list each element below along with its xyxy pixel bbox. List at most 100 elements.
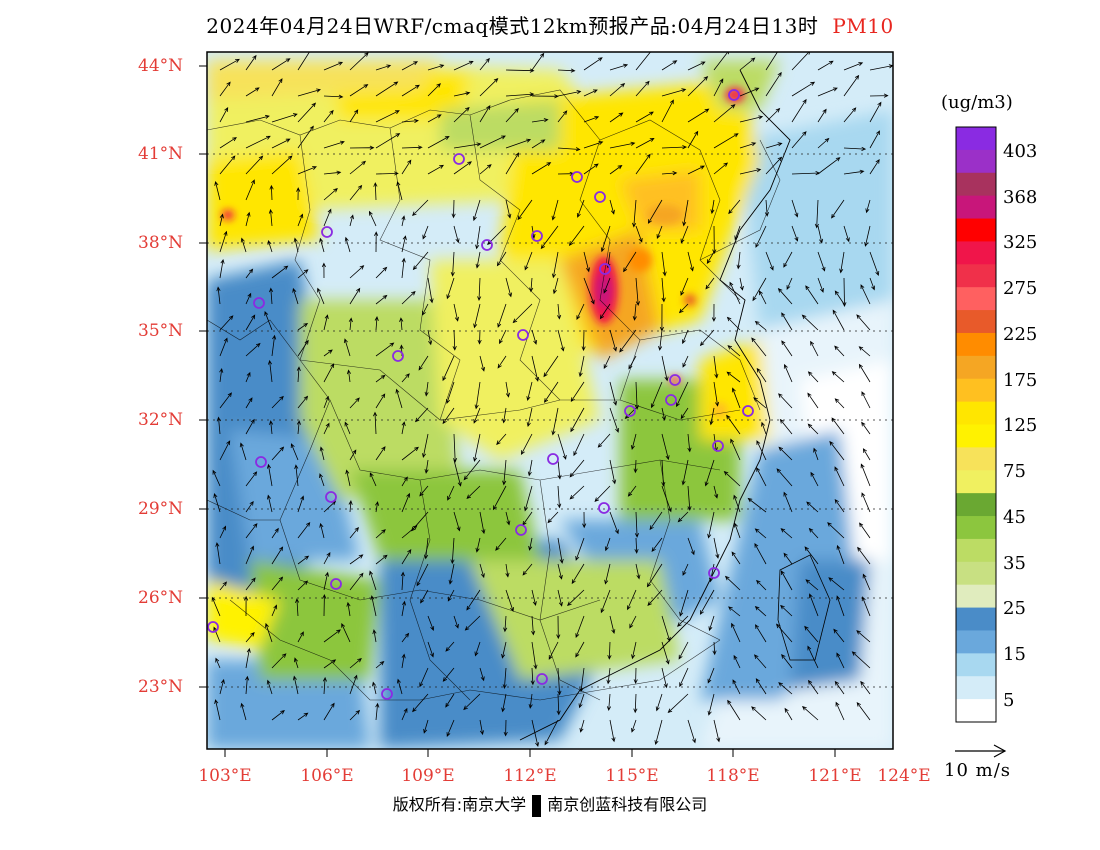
wind-arrow-icon bbox=[375, 702, 380, 721]
wind-arrow-icon bbox=[473, 303, 481, 329]
colorbar-band bbox=[956, 653, 996, 677]
wind-arrow-icon bbox=[479, 355, 485, 372]
wind-arrow-icon bbox=[420, 589, 429, 604]
wind-arrow-icon bbox=[578, 693, 585, 709]
wind-arrow-icon bbox=[375, 393, 386, 409]
wind-arrow-icon bbox=[373, 411, 378, 435]
wind-arrow-icon bbox=[661, 145, 688, 150]
wind-arrow-icon bbox=[552, 277, 559, 295]
wind-arrow-icon bbox=[599, 303, 611, 320]
wind-arrow-icon bbox=[451, 199, 456, 219]
wind-arrow-icon bbox=[245, 418, 255, 435]
wind-arrow-icon bbox=[727, 345, 741, 357]
wind-arrow-icon bbox=[296, 366, 301, 383]
colorbar-band bbox=[956, 470, 996, 494]
station-marker bbox=[481, 239, 493, 251]
wind-arrow-icon bbox=[704, 459, 715, 487]
copyright-right: 南京创蓝科技有限公司 bbox=[547, 795, 708, 814]
wind-arrow-icon bbox=[756, 440, 767, 461]
wind-arrow-icon bbox=[627, 589, 637, 611]
wind-arrow-icon bbox=[569, 459, 585, 478]
lon-label-115e: 115°E bbox=[605, 766, 659, 786]
lat-label-38n: 38°N bbox=[138, 233, 184, 253]
wind-arrow-icon bbox=[473, 433, 481, 463]
wind-arrow-icon bbox=[650, 381, 663, 409]
wind-arrow-icon bbox=[739, 87, 760, 97]
colorbar-label-175: 175 bbox=[1003, 370, 1038, 391]
wind-arrow-icon bbox=[512, 303, 533, 324]
wind-arrow-icon bbox=[609, 719, 616, 743]
wind-arrow-icon bbox=[265, 622, 273, 643]
colorbar-band bbox=[956, 699, 996, 723]
wind-arrow-icon bbox=[445, 641, 455, 652]
wind-arrow-icon bbox=[517, 199, 533, 221]
wind-arrow-icon bbox=[245, 155, 264, 175]
wind-arrow-icon bbox=[419, 485, 429, 497]
wind-arrow-icon bbox=[609, 459, 617, 485]
wind-arrow-icon bbox=[739, 168, 762, 175]
wind-arrow-icon bbox=[557, 667, 562, 696]
wind-arrow-icon bbox=[424, 459, 429, 474]
wind-arrow-icon bbox=[427, 164, 445, 175]
wind-arrow-icon bbox=[375, 133, 401, 149]
wind-arrow-icon bbox=[269, 287, 274, 305]
wind-arrow-icon bbox=[215, 542, 221, 565]
wind-arrow-icon bbox=[804, 625, 819, 643]
wind-vectors bbox=[211, 52, 893, 748]
wind-arrow-icon bbox=[723, 470, 741, 487]
wind-arrow-icon bbox=[370, 595, 377, 617]
wind-arrow-icon bbox=[501, 641, 507, 659]
wind-arrow-icon bbox=[479, 511, 486, 535]
wind-arrow-icon bbox=[346, 601, 351, 617]
wind-arrow-icon bbox=[348, 500, 353, 513]
wind-arrow-icon bbox=[349, 214, 354, 227]
wind-arrow-icon bbox=[571, 563, 585, 585]
wind-arrow-icon bbox=[583, 89, 598, 97]
station-marker bbox=[255, 456, 267, 468]
wind-arrow-icon bbox=[687, 485, 692, 511]
wind-arrow-icon bbox=[271, 58, 291, 71]
wind-arrow-icon bbox=[245, 397, 253, 409]
wind-arrow-icon bbox=[219, 155, 236, 175]
wind-arrow-icon bbox=[219, 337, 228, 357]
map-title: 2024年04月24日WRF/cmaq模式12km预报产品:04月24日13时 P… bbox=[0, 10, 1100, 39]
wind-arrow-icon bbox=[531, 641, 538, 670]
wind-arrow-icon bbox=[448, 563, 455, 585]
axis-ticks bbox=[199, 65, 836, 757]
wind-arrow-icon bbox=[609, 381, 618, 406]
wind-arrow-icon bbox=[557, 68, 576, 73]
lat-label-23n: 23°N bbox=[138, 677, 184, 697]
wind-arrow-icon bbox=[779, 418, 793, 435]
wind-arrow-icon bbox=[268, 208, 273, 227]
wind-arrow-icon bbox=[839, 251, 845, 274]
wind-arrow-icon bbox=[297, 580, 309, 591]
wind-arrow-icon bbox=[581, 329, 586, 352]
wind-arrow-icon bbox=[495, 537, 507, 551]
colorbar-band bbox=[956, 172, 996, 197]
wind-arrow-icon bbox=[540, 225, 559, 250]
wind-arrow-icon bbox=[401, 61, 419, 71]
wind-arrow-icon bbox=[323, 208, 332, 227]
wind-arrow-icon bbox=[271, 653, 287, 669]
wind-arrow-icon bbox=[264, 311, 273, 331]
wind-arrow-icon bbox=[453, 615, 459, 629]
wind-arrow-icon bbox=[575, 641, 585, 658]
colorbar-label-125: 125 bbox=[1003, 415, 1038, 436]
wind-arrow-icon bbox=[603, 355, 611, 370]
wind-arrow-icon bbox=[543, 381, 559, 403]
wind-arrow-icon bbox=[713, 52, 730, 71]
wind-arrow-icon bbox=[375, 81, 399, 97]
wind-arrow-icon bbox=[505, 199, 512, 219]
wind-arrow-icon bbox=[477, 329, 482, 345]
wind-arrow-icon bbox=[416, 563, 429, 587]
wind-arrow-icon bbox=[445, 693, 455, 708]
wind-arrow-icon bbox=[427, 329, 433, 346]
wind-arrow-icon bbox=[401, 257, 406, 279]
wind-arrow-icon bbox=[856, 314, 871, 331]
wind-arrow-icon bbox=[375, 342, 395, 357]
wind-arrow-icon bbox=[680, 225, 689, 244]
wind-arrow-icon bbox=[401, 707, 408, 721]
wind-arrow-icon bbox=[865, 199, 871, 214]
wind-arrow-icon bbox=[661, 615, 671, 642]
wind-arrow-icon bbox=[835, 701, 845, 721]
